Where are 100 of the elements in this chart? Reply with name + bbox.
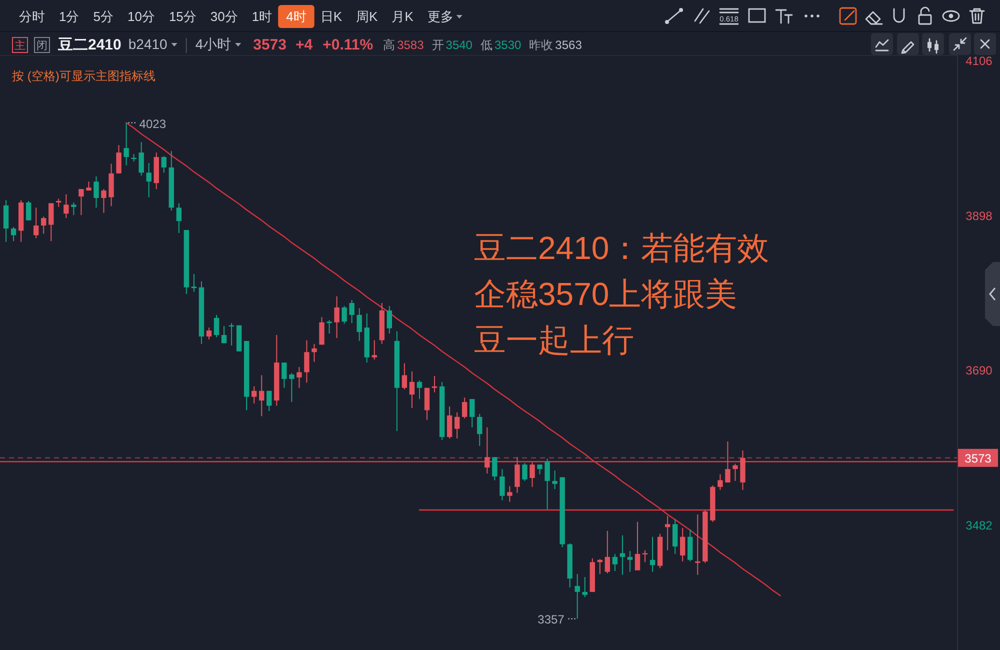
text: 3563 [555,38,582,52]
candlestick [161,156,166,174]
candlestick [342,305,347,324]
candlestick [725,440,730,483]
candlestick [214,314,220,338]
text: 昨收 [529,38,554,52]
candlestick [454,412,460,440]
text: 4小时 [195,36,232,52]
annotation: 豆二2410：若能有效企稳3570上将跟美豆一起上行 [474,230,770,358]
text: 分时 1分 5分 10分 15分 30分 1时 4时 日K 周K 月K 更多 [19,9,454,24]
candlestick [71,202,76,216]
candlestick [718,474,723,490]
candlestick [650,536,656,572]
candlestick [289,372,294,403]
candlestick [680,527,686,562]
candlestick [620,534,626,576]
candlestick [500,468,505,501]
candlestick [304,340,310,384]
candlestick [41,216,46,234]
candlestick [492,456,498,481]
candlestick [409,370,415,408]
candlestick [688,528,693,562]
text: 高 [383,38,396,52]
candlestick [251,386,257,404]
candlestick [604,530,610,574]
candlestick [612,553,618,572]
candlestick [206,327,212,340]
candlestick [424,387,430,420]
candlestick [634,521,640,571]
candlestick [402,362,408,390]
candlestick [334,296,340,338]
candlestick [312,343,317,362]
candlestick [108,163,114,207]
y-tick-label: 3482 [966,518,993,533]
candlestick [416,380,422,400]
candlestick [732,463,738,482]
candlestick [146,162,152,198]
candlestick [462,397,468,419]
candlestick [138,142,144,176]
candlestick [266,390,272,412]
text: 主 [14,39,26,52]
candlestick [3,200,9,242]
ref-line-label: 3573 [964,451,992,466]
text: +4 [295,36,314,54]
candlestick [484,426,490,474]
candlestick [507,486,512,502]
candlestick [642,550,648,563]
text: 闭 [36,40,48,52]
candlestick [446,406,452,440]
text: 3583 [397,38,424,52]
candlestick [33,207,39,239]
candlestick [221,326,227,344]
candlestick [319,316,324,346]
candlestick [356,308,362,342]
candlestick [124,122,129,166]
candlestick [574,574,580,620]
y-tick-label: 3898 [966,208,993,223]
y-tick-label: 3690 [966,364,993,378]
candlestick [537,464,542,475]
candlestick [432,375,438,393]
candlestick [282,362,287,388]
chart-title: 豆二2410 [57,36,122,54]
annotation: 3357 [538,612,565,627]
y-tick-label: 4106 [966,54,993,68]
candlestick [477,413,482,446]
candlestick [522,462,528,482]
candlestick [78,188,84,216]
text: +0.11% [322,36,374,54]
candlestick [664,515,670,551]
candlestick [101,188,106,214]
candlestick [672,518,678,554]
candlestick [26,200,32,221]
candlestick [191,273,197,292]
chart-subtitle: b2410 [128,36,168,52]
candlestick [48,202,54,242]
candlestick [349,300,354,324]
candlestick [176,202,182,234]
candlestick [530,462,535,488]
candlestick [544,458,550,510]
candlestick [326,320,332,334]
candlestick [627,550,633,572]
candlestick [10,226,16,242]
text: 开 [432,38,444,52]
candlestick [94,176,99,208]
candlestick [259,374,264,417]
candlestick [470,398,475,428]
text: 低 [480,38,492,52]
text: 3540 [446,38,473,52]
candlestick [514,456,520,494]
annotation: 按 (空格)可显示主图指标线 [12,69,156,83]
candlestick [64,194,69,219]
candlestick [116,144,122,174]
candlestick [582,576,588,598]
candlestick [372,340,377,360]
annotation: 4023 [139,116,166,131]
text: 3573 [253,36,286,54]
candlestick [386,305,392,334]
candlestick [695,514,700,576]
text: 3530 [494,38,522,52]
candlestick [296,366,302,388]
